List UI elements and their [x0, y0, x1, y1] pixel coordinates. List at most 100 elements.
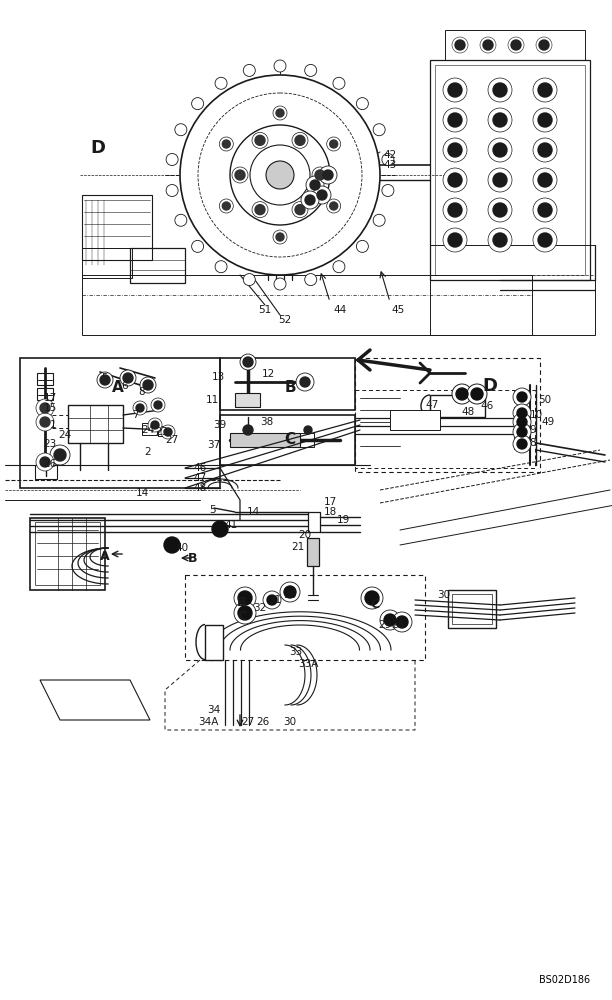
Circle shape: [120, 370, 136, 386]
Circle shape: [538, 233, 552, 247]
Bar: [514, 416, 530, 427]
Circle shape: [317, 190, 327, 200]
Circle shape: [517, 417, 527, 427]
Circle shape: [480, 37, 496, 53]
Circle shape: [280, 582, 300, 602]
Circle shape: [97, 372, 113, 388]
Circle shape: [166, 153, 178, 165]
Text: 19: 19: [337, 515, 349, 525]
Bar: [430, 395, 485, 417]
Circle shape: [315, 170, 325, 180]
Text: 41: 41: [225, 520, 237, 530]
Text: 34A: 34A: [198, 717, 218, 727]
Text: 7: 7: [132, 410, 138, 420]
Circle shape: [140, 377, 156, 393]
Bar: [82, 248, 132, 278]
Bar: [514, 391, 530, 402]
Circle shape: [252, 202, 268, 218]
Text: 9: 9: [530, 425, 536, 435]
Circle shape: [448, 143, 462, 157]
Text: 48: 48: [461, 407, 475, 417]
Bar: [35, 522, 100, 585]
Circle shape: [511, 40, 521, 50]
Circle shape: [164, 428, 172, 436]
Circle shape: [467, 384, 487, 404]
Bar: [205, 625, 223, 660]
Circle shape: [292, 202, 308, 218]
Circle shape: [301, 191, 319, 209]
Circle shape: [164, 537, 180, 553]
Text: 33A: 33A: [298, 659, 318, 669]
Circle shape: [513, 435, 531, 453]
Circle shape: [517, 439, 527, 449]
Circle shape: [151, 398, 165, 412]
Circle shape: [255, 205, 265, 215]
Circle shape: [493, 113, 507, 127]
Circle shape: [443, 228, 467, 252]
Circle shape: [232, 167, 248, 183]
Text: 14: 14: [247, 507, 259, 517]
Bar: [435, 65, 585, 275]
Circle shape: [36, 399, 54, 417]
Circle shape: [133, 401, 147, 415]
Circle shape: [488, 228, 512, 252]
Circle shape: [443, 78, 467, 102]
Circle shape: [452, 384, 472, 404]
Text: 51: 51: [258, 305, 272, 315]
Circle shape: [234, 602, 256, 624]
Bar: [142, 423, 157, 435]
Text: 30: 30: [438, 590, 450, 600]
Bar: [514, 407, 530, 418]
Circle shape: [273, 230, 287, 244]
Circle shape: [373, 214, 385, 226]
Circle shape: [513, 388, 531, 406]
Text: 43: 43: [383, 160, 397, 170]
Text: 24: 24: [141, 425, 155, 435]
Bar: [158, 426, 172, 436]
Circle shape: [238, 591, 252, 605]
Bar: [230, 433, 300, 447]
Text: 15: 15: [43, 403, 57, 413]
Circle shape: [215, 77, 227, 89]
Circle shape: [488, 108, 512, 132]
Circle shape: [330, 202, 338, 210]
Circle shape: [538, 143, 552, 157]
Circle shape: [488, 138, 512, 162]
Circle shape: [50, 445, 70, 465]
Text: 33: 33: [289, 647, 302, 657]
Circle shape: [215, 261, 227, 273]
Circle shape: [513, 404, 531, 422]
Circle shape: [36, 413, 54, 431]
Circle shape: [154, 401, 162, 409]
Circle shape: [538, 173, 552, 187]
Text: 26: 26: [43, 459, 57, 469]
Circle shape: [305, 195, 315, 205]
Circle shape: [212, 521, 228, 537]
Circle shape: [365, 591, 379, 605]
Circle shape: [148, 418, 162, 432]
Text: 48: 48: [193, 483, 207, 493]
Text: B: B: [284, 380, 296, 395]
Text: 10: 10: [529, 410, 543, 420]
Circle shape: [136, 404, 144, 412]
Circle shape: [513, 423, 531, 441]
Circle shape: [284, 586, 296, 598]
Text: 30: 30: [283, 717, 297, 727]
Circle shape: [305, 274, 316, 286]
Bar: [37, 388, 53, 400]
Text: 49: 49: [542, 417, 554, 427]
Circle shape: [244, 64, 255, 76]
Text: D: D: [482, 377, 498, 395]
Circle shape: [356, 98, 368, 110]
Circle shape: [443, 168, 467, 192]
Circle shape: [327, 137, 341, 151]
Circle shape: [330, 140, 338, 148]
Circle shape: [143, 380, 153, 390]
Circle shape: [100, 375, 110, 385]
Bar: [300, 433, 314, 447]
Circle shape: [252, 132, 268, 148]
Circle shape: [310, 180, 320, 190]
Bar: [514, 426, 530, 437]
Circle shape: [488, 168, 512, 192]
Circle shape: [266, 161, 294, 189]
